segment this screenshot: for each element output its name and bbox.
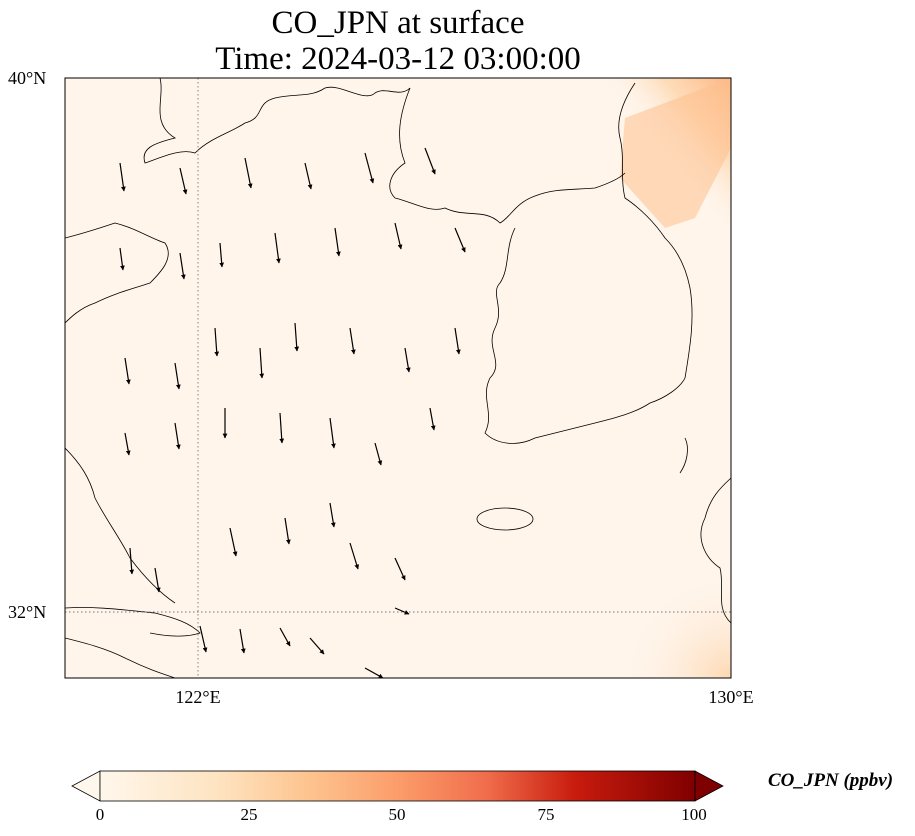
coastlines	[65, 78, 731, 678]
map-title-line1: CO_JPN at surface	[271, 5, 525, 41]
colorbar-tick-0: 0	[95, 805, 105, 824]
colorbar-tick-100: 100	[681, 805, 707, 824]
colorbar	[71, 770, 724, 802]
lat-label-32n: 32°N	[8, 602, 47, 622]
wind-arrow	[454, 227, 466, 253]
wind-arrow	[124, 357, 131, 385]
wind-arrow	[284, 517, 291, 545]
colorbar-extend-min	[71, 770, 101, 802]
wind-arrow	[424, 147, 436, 175]
wind-arrow	[179, 167, 188, 195]
wind-arrow	[259, 347, 265, 379]
map-panel	[64, 77, 732, 679]
colorbar-bar	[99, 770, 696, 802]
colorbar-extend-max	[694, 770, 724, 802]
wind-arrow	[279, 627, 291, 647]
wind-arrow	[364, 667, 384, 679]
wind-arrow	[404, 347, 411, 373]
lat-label-40n: 40°N	[8, 68, 47, 88]
wind-arrow	[124, 432, 131, 456]
map-frame	[64, 77, 732, 679]
wind-arrow	[374, 442, 383, 466]
wind-arrow	[329, 417, 336, 449]
colorbar-tick-75: 75	[537, 805, 555, 824]
gridlines	[65, 78, 731, 678]
wind-arrow	[154, 567, 161, 593]
co-southeast-tint	[545, 498, 731, 678]
wind-arrow	[174, 422, 181, 450]
wind-arrow	[454, 327, 461, 355]
wind-arrow	[219, 242, 225, 268]
co-plume-core	[620, 78, 731, 228]
wind-arrow	[199, 625, 208, 653]
wind-arrow	[119, 162, 126, 192]
wind-arrow	[334, 227, 341, 257]
wind-arrow	[244, 157, 253, 189]
wind-arrow	[349, 327, 356, 355]
wind-arrow	[214, 327, 220, 357]
wind-arrow	[174, 362, 181, 390]
wind-arrow	[129, 547, 135, 575]
wind-arrow	[294, 322, 300, 352]
colorbar-label: CO_JPN (ppbv)	[768, 770, 894, 791]
lon-label-130e: 130°E	[708, 687, 754, 707]
wind-vectors	[119, 147, 466, 679]
wind-arrow	[429, 407, 436, 431]
wind-arrow	[229, 527, 238, 557]
wind-arrow	[329, 502, 336, 528]
wind-arrow	[309, 637, 325, 655]
colorbar-tick-50: 50	[388, 805, 406, 824]
wind-arrow	[304, 162, 313, 190]
lon-label-122e: 122°E	[175, 687, 221, 707]
wind-arrow	[364, 152, 375, 184]
wind-arrow	[239, 628, 246, 654]
wind-arrow	[394, 222, 403, 250]
wind-arrow	[119, 247, 125, 271]
wind-arrow	[179, 252, 186, 280]
wind-arrow	[394, 557, 406, 581]
wind-arrow	[279, 412, 285, 444]
wind-arrow	[349, 542, 360, 570]
wind-arrow	[394, 607, 410, 615]
map-title-line2: Time: 2024-03-12 03:00:00	[215, 41, 581, 77]
wind-arrow	[274, 232, 281, 264]
colorbar-tick-25: 25	[240, 805, 258, 824]
